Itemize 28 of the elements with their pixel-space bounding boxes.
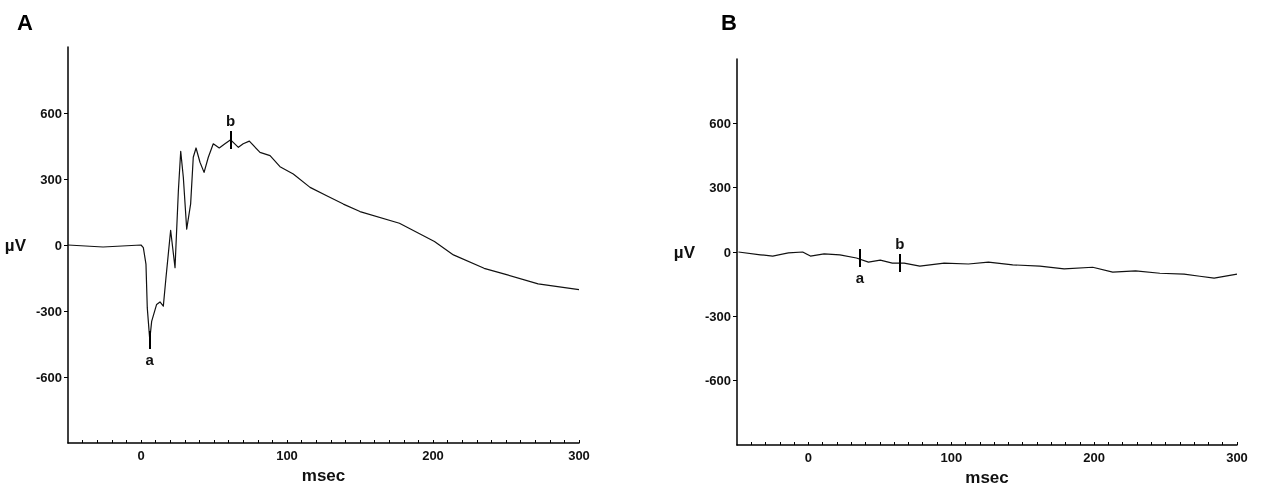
y-axis-title: µV bbox=[4, 235, 27, 255]
y-tick-label: 600 bbox=[709, 115, 731, 131]
annotation: b bbox=[226, 111, 236, 129]
annotation: a bbox=[145, 350, 155, 368]
y-tick-label: -300 bbox=[35, 303, 62, 319]
annotation: a bbox=[855, 269, 865, 287]
y-tick-label: 0 bbox=[54, 237, 62, 253]
x-tick-label: 200 bbox=[422, 448, 444, 463]
x-tick-label: 300 bbox=[1226, 450, 1248, 465]
x-tick-label: 0 bbox=[137, 448, 145, 463]
y-tick-label: -600 bbox=[704, 373, 731, 389]
y-tick-label: 0 bbox=[723, 244, 731, 260]
x-axis-title: msec bbox=[965, 467, 1009, 487]
chart-title: A bbox=[17, 9, 33, 35]
annotation: b bbox=[895, 235, 905, 253]
x-tick-label: 0 bbox=[804, 450, 813, 465]
y-axis-title: µV bbox=[673, 242, 696, 262]
y-tick-label: 600 bbox=[40, 105, 62, 121]
y-tick-label: -600 bbox=[35, 369, 62, 385]
x-tick-label: 300 bbox=[568, 448, 590, 463]
x-axis-title: msec bbox=[301, 465, 346, 485]
y-tick-label: 300 bbox=[709, 180, 731, 196]
chart-title: B bbox=[721, 9, 737, 35]
x-tick-label: 200 bbox=[1083, 450, 1105, 465]
x-tick-label: 100 bbox=[276, 448, 298, 463]
y-tick-label: -300 bbox=[704, 308, 731, 324]
y-tick-label: 300 bbox=[40, 171, 62, 187]
x-tick-label: 100 bbox=[940, 450, 963, 465]
